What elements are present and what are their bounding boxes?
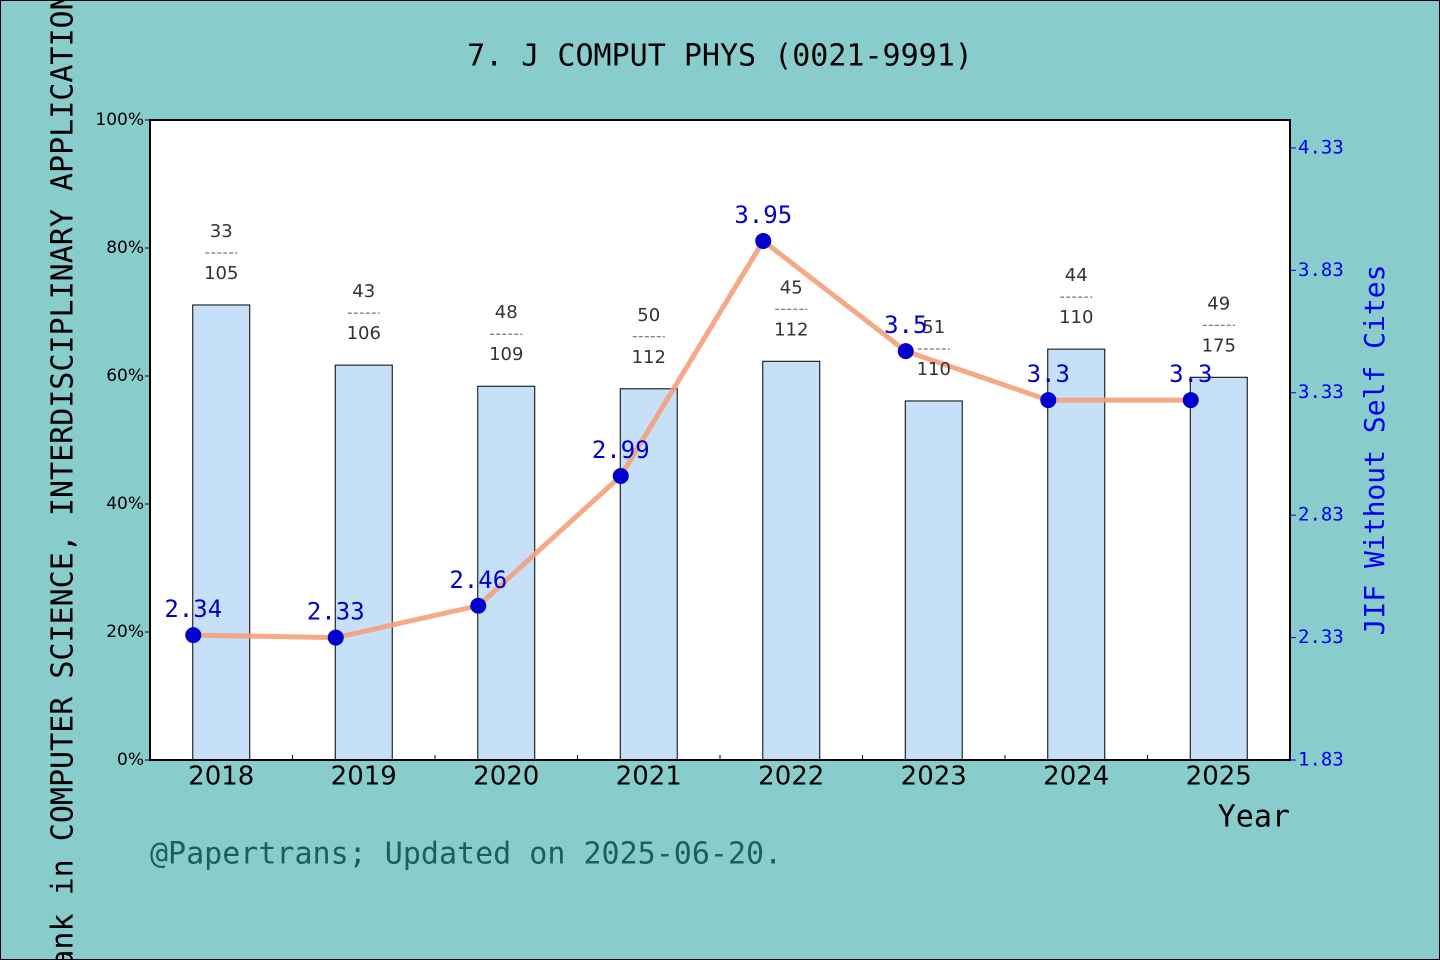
- rank-label: 51: [922, 317, 945, 338]
- y2-tick-label: 2.33: [1298, 626, 1344, 648]
- total-label: 105: [204, 263, 238, 284]
- y2-axis-label: JIF Without Self Cites: [1358, 265, 1391, 636]
- bar: [192, 304, 251, 761]
- point: [327, 629, 344, 646]
- rank-label: 44: [1065, 265, 1088, 286]
- value-label: 2.46: [449, 566, 507, 594]
- y-tick-label: 40%: [106, 494, 144, 514]
- y2-tick-label: 1.83: [1298, 749, 1344, 771]
- rank-label: 45: [780, 277, 803, 298]
- y2-tick-label: 4.33: [1298, 136, 1344, 158]
- value-label: 3.3: [1027, 360, 1070, 388]
- point: [1040, 392, 1057, 409]
- total-label: 109: [489, 344, 523, 365]
- rank-label: 49: [1207, 293, 1230, 314]
- bar: [477, 385, 536, 761]
- footer: @Papertrans; Updated on 2025-06-20.: [150, 837, 782, 872]
- x-tick-label: 2022: [758, 762, 824, 792]
- rank-label: 48: [495, 302, 518, 323]
- y-axis-label: Rank in COMPUTER SCIENCE, INTERDISCIPLIN…: [46, 0, 81, 960]
- marks: [185, 232, 1248, 761]
- value-label: 3.3: [1169, 360, 1212, 388]
- total-label: 110: [917, 359, 951, 380]
- point: [612, 467, 629, 484]
- chart-title: 7. J COMPUT PHYS (0021-9991): [467, 39, 973, 74]
- total-label: 175: [1202, 335, 1236, 356]
- x-tick-label: 2020: [473, 762, 539, 792]
- y-tick-label: 0%: [117, 750, 144, 770]
- point: [470, 597, 487, 614]
- value-label: 2.33: [307, 598, 365, 626]
- bar: [1189, 376, 1248, 761]
- point: [185, 627, 202, 644]
- value-label: 3.95: [734, 201, 792, 229]
- y2-tick-label: 3.83: [1298, 259, 1344, 281]
- x-tick-label: 2019: [331, 762, 397, 792]
- rank-label: 33: [210, 221, 233, 242]
- y2-tick-label: 3.33: [1298, 381, 1344, 403]
- y2-tick-label: 2.83: [1298, 504, 1344, 526]
- value-label: 2.34: [164, 595, 222, 623]
- x-tick-label: 2025: [1186, 762, 1252, 792]
- bar: [334, 364, 393, 761]
- value-label: 2.99: [592, 436, 650, 464]
- rank-label: 50: [637, 305, 660, 326]
- bar: [1047, 348, 1106, 761]
- x-tick-label: 2023: [901, 762, 967, 792]
- point: [755, 232, 772, 249]
- total-label: 112: [632, 347, 666, 368]
- bar: [762, 360, 821, 761]
- point: [1182, 392, 1199, 409]
- x-axis-label: Year: [1218, 800, 1290, 835]
- total-label: 112: [774, 319, 808, 340]
- y-tick-label: 60%: [106, 366, 144, 386]
- y-tick-label: 80%: [106, 238, 144, 258]
- x-tick-label: 2021: [616, 762, 682, 792]
- bar: [904, 400, 963, 761]
- x-tick-label: 2018: [188, 762, 254, 792]
- bar: [619, 388, 678, 761]
- x-tick-label: 2024: [1043, 762, 1109, 792]
- plot-area: [150, 120, 1290, 760]
- total-label: 106: [347, 323, 381, 344]
- rank-label: 43: [352, 281, 375, 302]
- y-tick-label: 100%: [95, 110, 144, 130]
- y-tick-label: 20%: [106, 622, 144, 642]
- line: [193, 237, 1191, 641]
- point: [897, 343, 914, 360]
- total-label: 110: [1059, 307, 1093, 328]
- value-label: 3.5: [884, 311, 927, 339]
